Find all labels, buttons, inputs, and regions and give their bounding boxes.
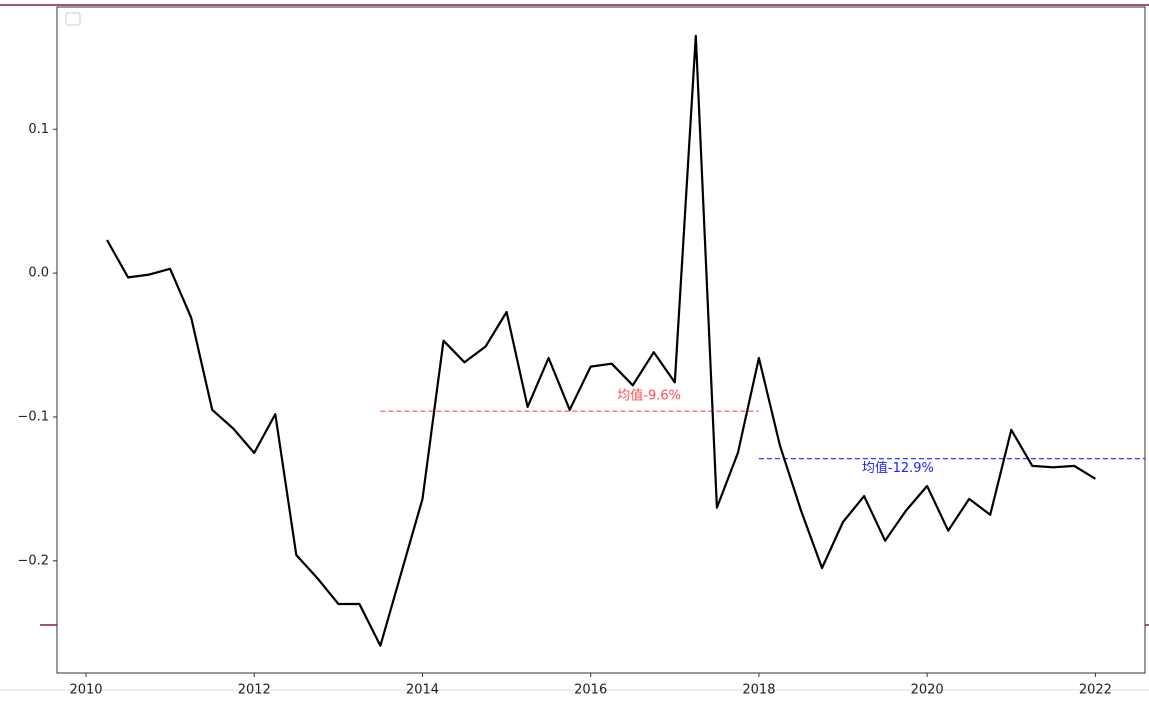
plot-frame	[56, 6, 1146, 674]
x-tick-label: 2022	[1079, 683, 1112, 698]
x-tick-label: 2012	[238, 683, 271, 698]
data-line	[106, 34, 1096, 647]
y-tick-label: 0.1	[28, 122, 49, 137]
annotation: 均值-12.9%	[862, 460, 934, 476]
x-tick-label: 2016	[574, 683, 607, 698]
y-tick-label: 0.0	[28, 266, 49, 281]
x-tick-label: 2014	[406, 683, 439, 698]
x-tick-label: 2018	[742, 683, 775, 698]
x-tick-label: 2020	[911, 683, 944, 698]
annotation: 均值-9.6%	[617, 388, 681, 404]
y-tick-label: −0.2	[17, 553, 49, 568]
y-tick-label: −0.1	[17, 409, 49, 424]
x-tick-label: 2010	[69, 683, 102, 698]
legend-box	[65, 12, 81, 26]
